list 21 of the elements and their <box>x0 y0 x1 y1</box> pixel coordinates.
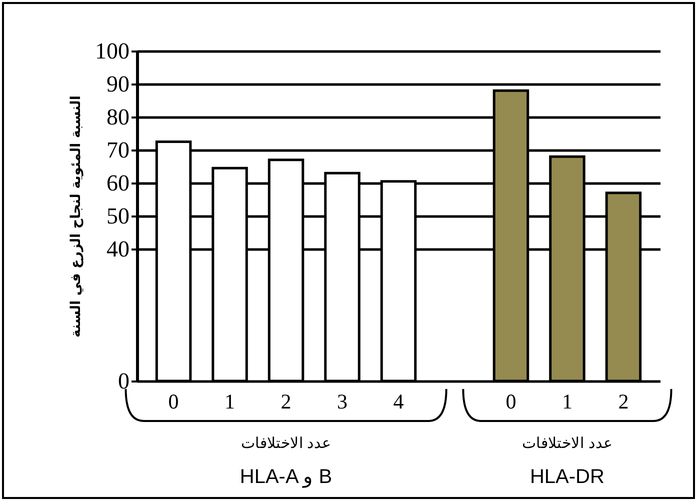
text: عدد الاختلافات <box>522 435 612 452</box>
x-tick-label: 1 <box>224 390 236 414</box>
y-axis-title: النسبة المئوية لنجاح الزرع في السنة <box>68 96 84 338</box>
x-tick-label: 3 <box>337 390 348 414</box>
y-tick-label: 80 <box>106 104 130 130</box>
x-tick-label: 4 <box>393 390 404 414</box>
y-tick-label: 100 <box>95 38 130 64</box>
y-tick-label: 0 <box>118 368 130 394</box>
x-tick-label: 2 <box>280 390 292 414</box>
x-tick-label: 2 <box>618 390 629 414</box>
y-tick-label: 40 <box>106 236 130 262</box>
text: HLA-DR <box>530 466 604 488</box>
x-tick-label: 0 <box>168 390 179 414</box>
y-tick-label: 50 <box>106 204 130 228</box>
y-tick-label: 70 <box>106 138 130 162</box>
x-tick-label: 0 <box>506 390 516 414</box>
y-tick-label: 90 <box>106 72 130 96</box>
x-tick-label: 1 <box>562 390 572 414</box>
y-tick-label: 60 <box>106 170 130 196</box>
text: HLA-A و B <box>240 466 332 488</box>
text: عدد الاختلافات <box>240 435 332 452</box>
